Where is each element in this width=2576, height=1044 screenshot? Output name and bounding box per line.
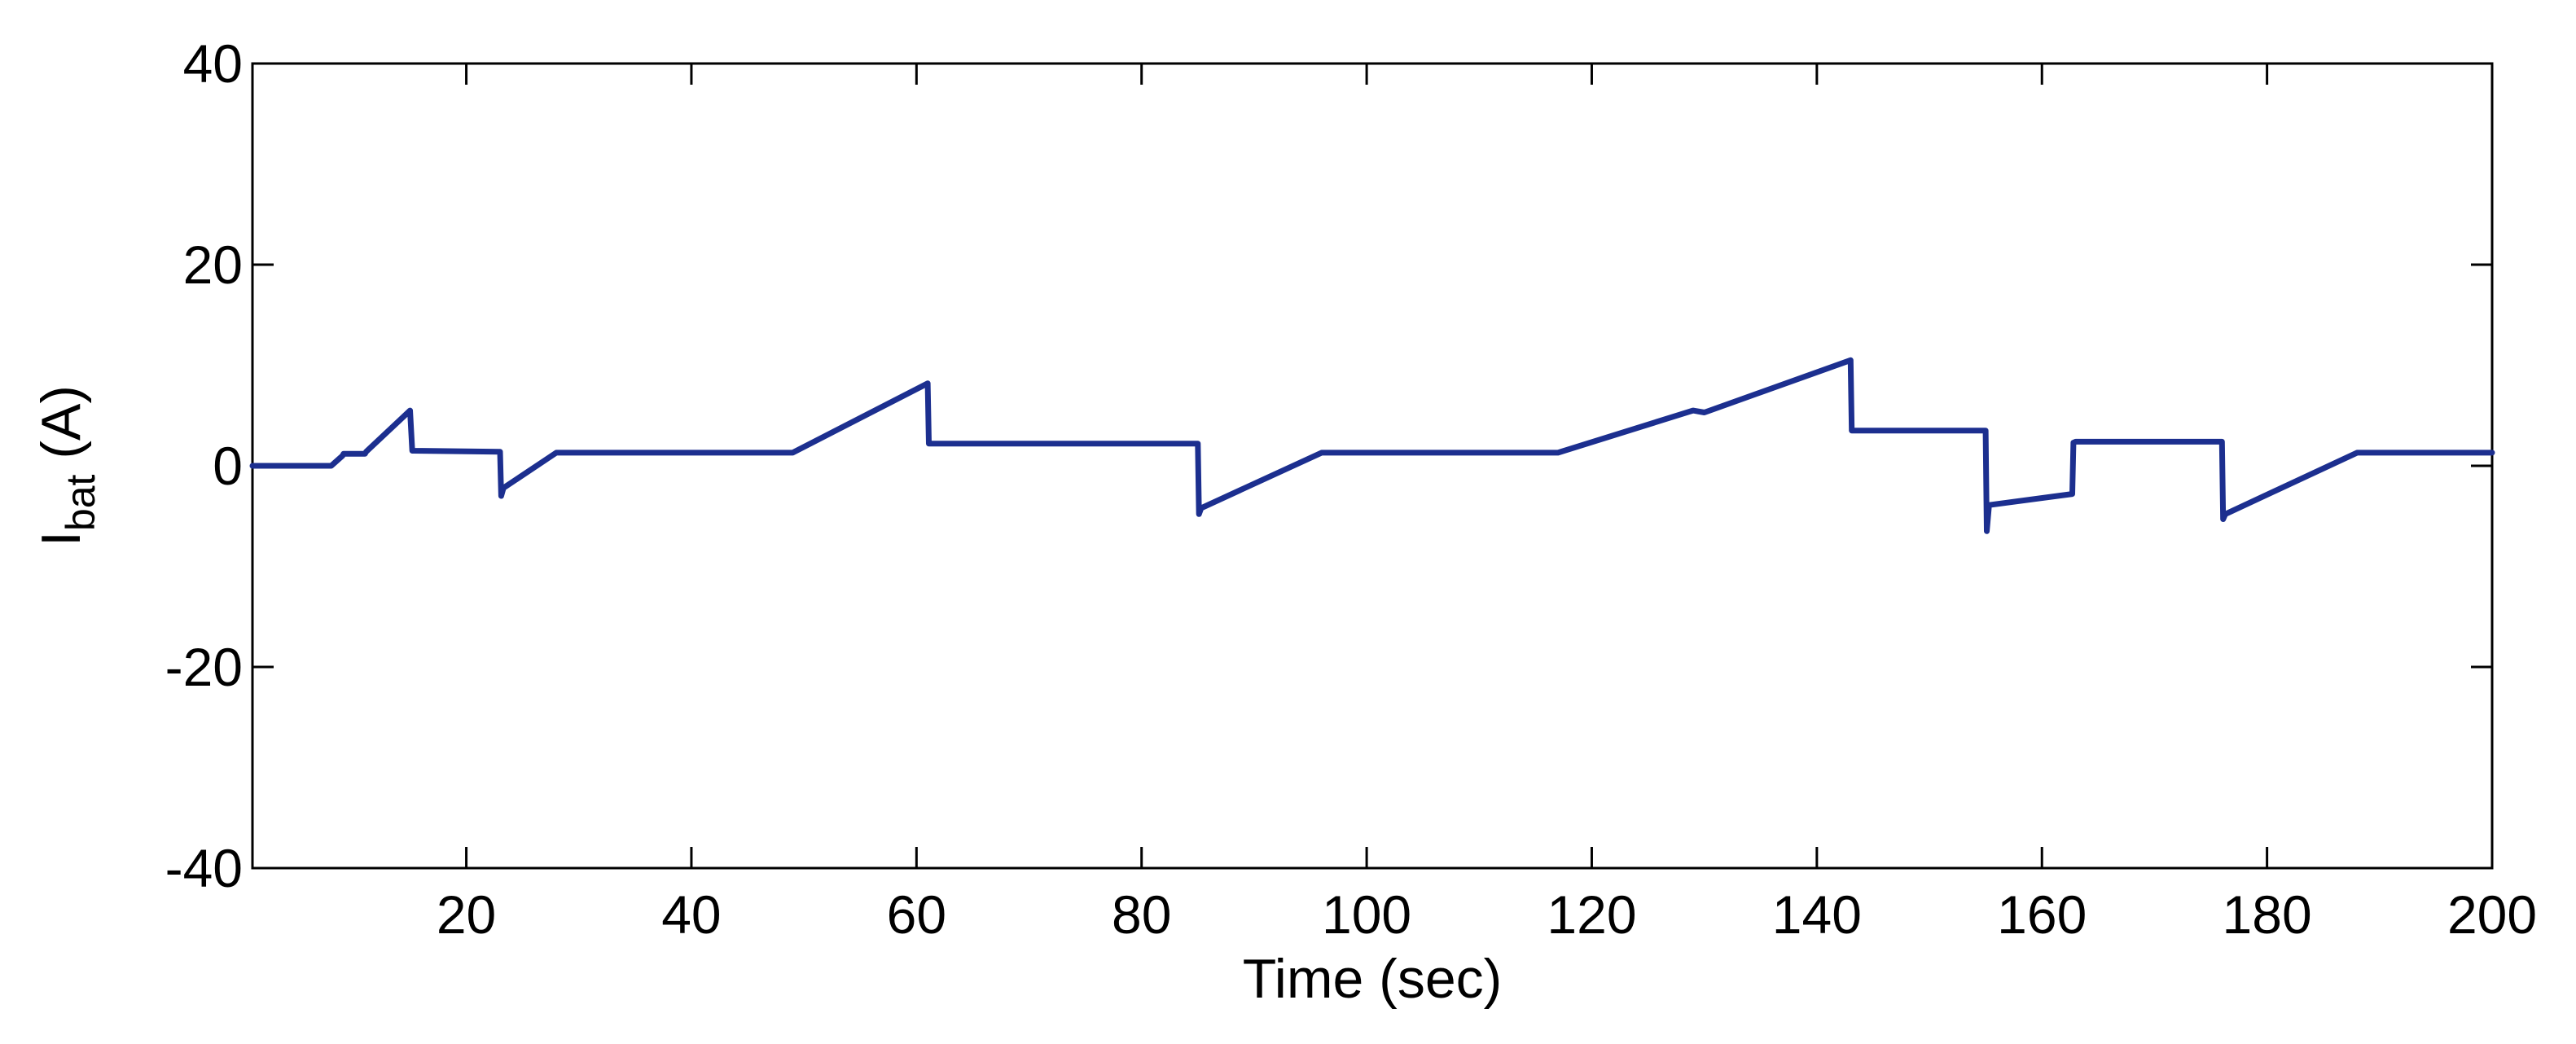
data-lines bbox=[249, 357, 2495, 534]
y-axis-label-subscript: bat bbox=[58, 474, 103, 531]
x-axis-label: Time (sec) bbox=[1243, 948, 1503, 1010]
plot-area bbox=[251, 62, 2494, 870]
x-tick-label: 100 bbox=[1322, 884, 1411, 945]
series-line bbox=[249, 357, 2495, 534]
x-tick-label: 40 bbox=[661, 884, 721, 945]
x-tick-label: 160 bbox=[1997, 884, 2087, 945]
y-axis-label-suffix: (A) bbox=[30, 385, 92, 475]
y-axis-label-main: I bbox=[30, 531, 92, 546]
tick-labels: 20 40 60 80 100 120 140 160 180 200 -40 -20 0 20 40 bbox=[165, 33, 2537, 945]
y-tick-label: 20 bbox=[183, 235, 243, 295]
x-tick-label: 180 bbox=[2223, 884, 2312, 945]
y-tick-label: -20 bbox=[165, 637, 243, 697]
y-axis-label: Ibat (A) bbox=[30, 385, 103, 546]
x-tick-label: 20 bbox=[437, 884, 496, 945]
y-tick-label: -40 bbox=[165, 838, 243, 898]
x-tick-label: 140 bbox=[1772, 884, 1862, 945]
y-tick-label: 0 bbox=[213, 436, 243, 496]
x-tick-label: 60 bbox=[887, 884, 946, 945]
x-tick-label: 120 bbox=[1547, 884, 1636, 945]
y-tick-label: 40 bbox=[183, 33, 243, 94]
x-tick-label: 80 bbox=[1112, 884, 1171, 945]
x-tick-label: 200 bbox=[2447, 884, 2537, 945]
